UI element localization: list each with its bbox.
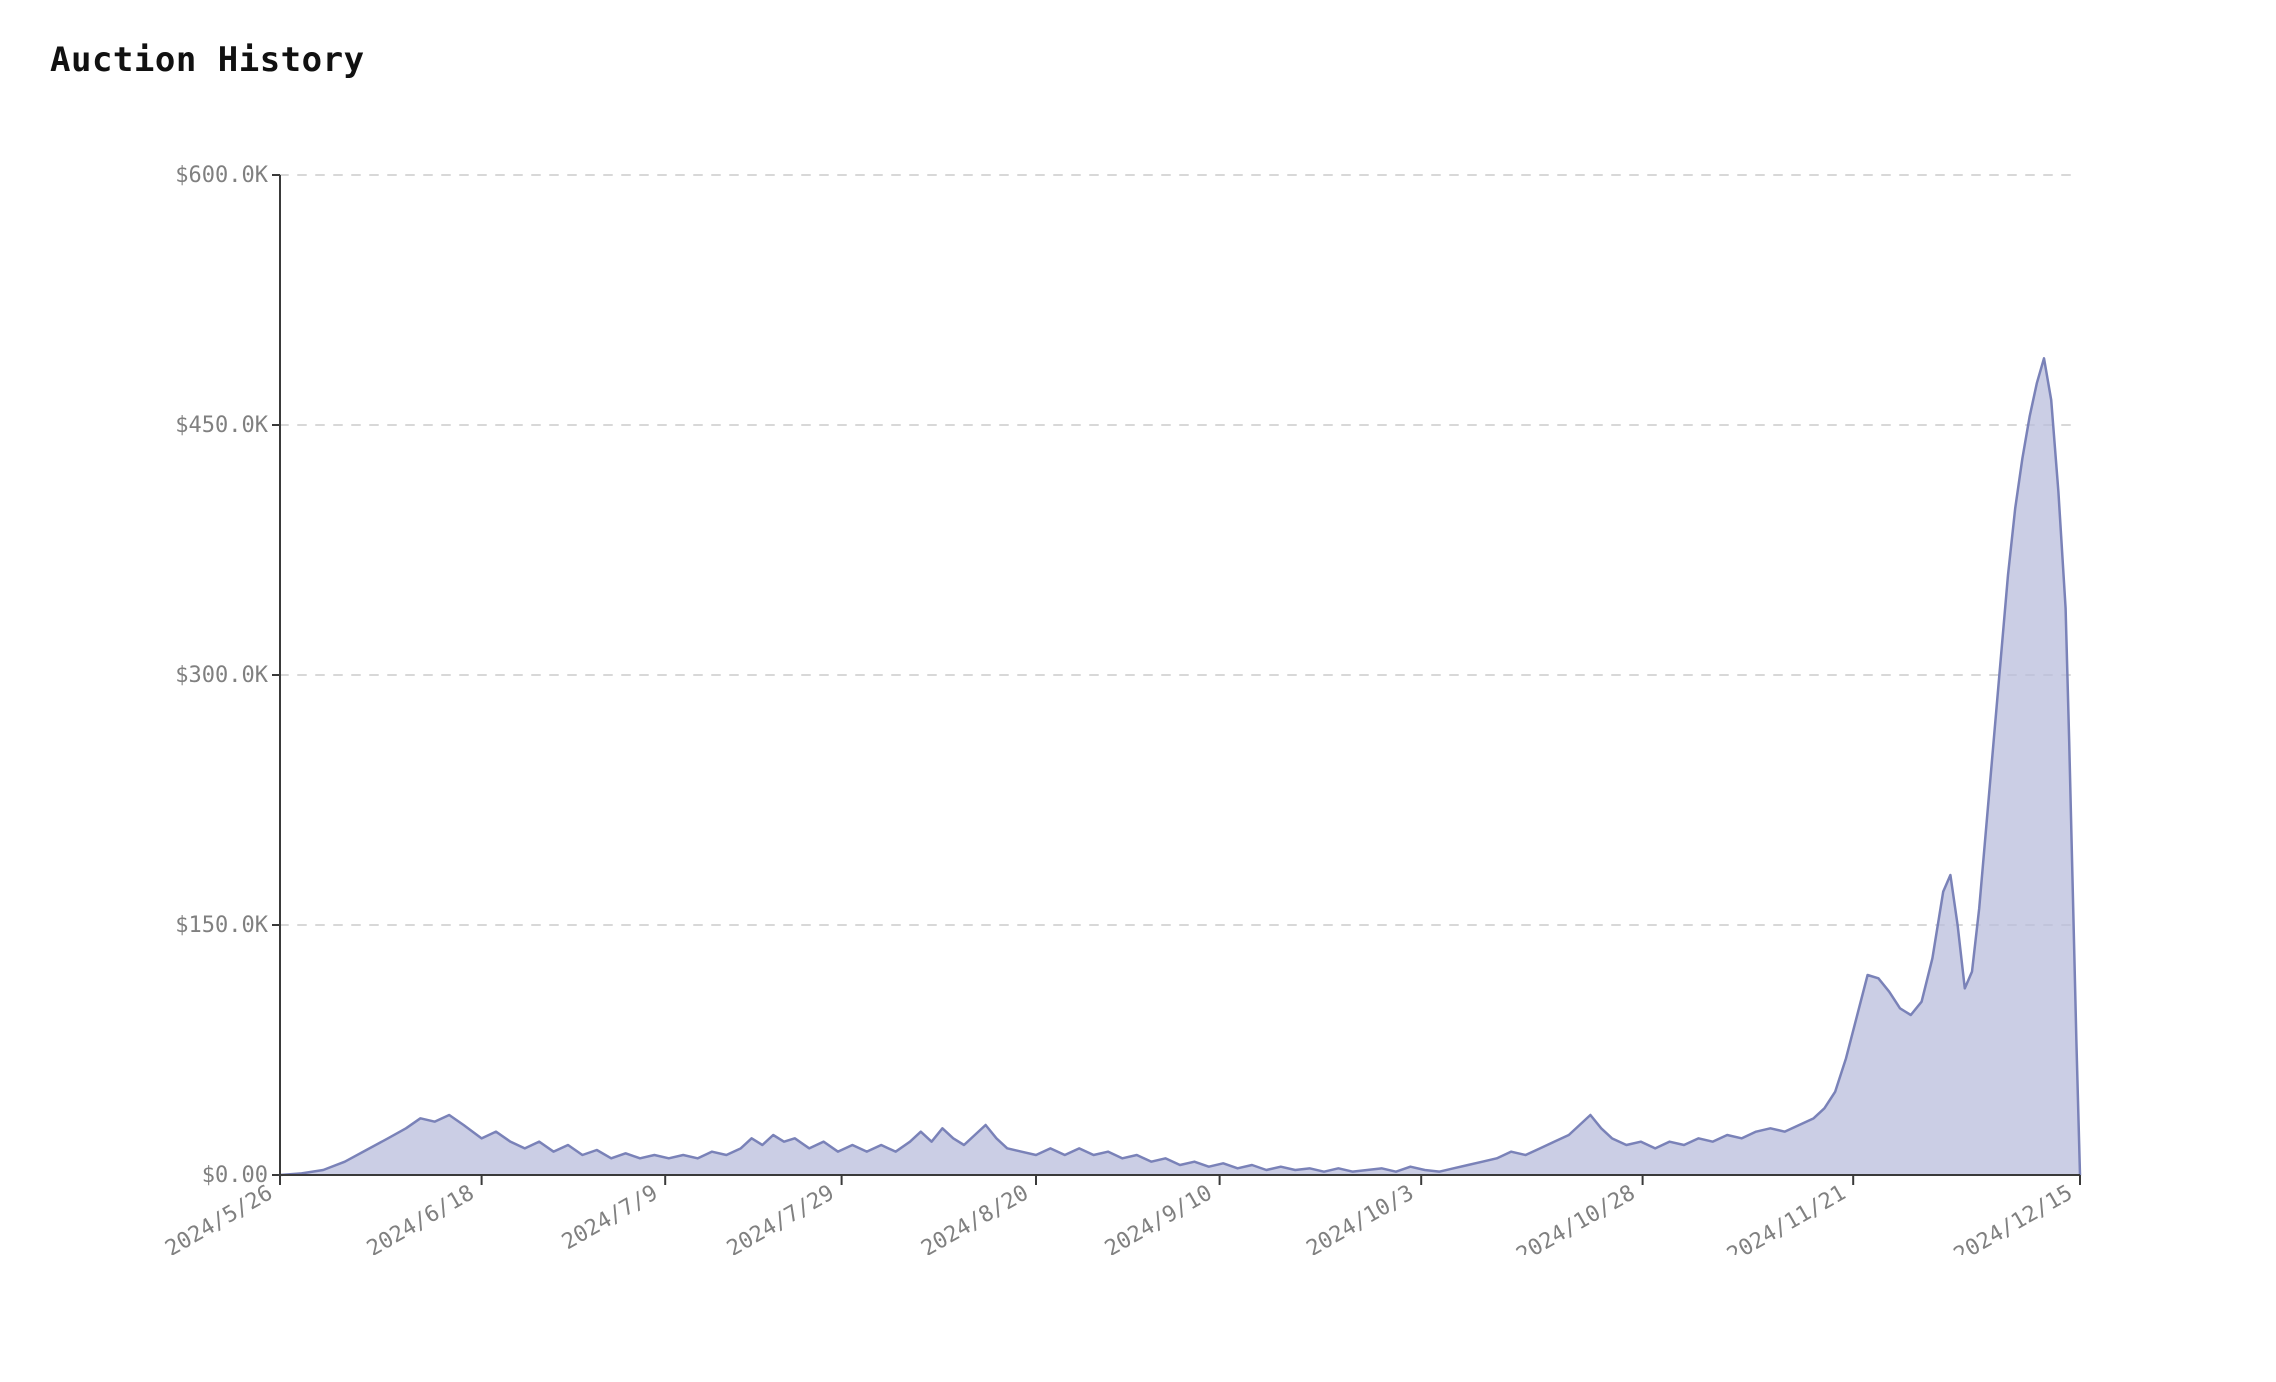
x-tick-label: 2024/11/21 [1723, 1181, 1850, 1255]
x-tick-label: 2024/9/10 [1101, 1181, 1217, 1255]
chart-title: Auction History [50, 40, 2226, 80]
y-tick-label: $450.0K [175, 413, 268, 438]
y-tick-label: $600.0K [175, 163, 268, 188]
x-tick-label: 2024/6/18 [363, 1181, 479, 1255]
x-tick-label: 2024/12/15 [1950, 1181, 2077, 1255]
x-tick-label: 2024/7/29 [723, 1181, 839, 1255]
x-tick-label: 2024/10/28 [1512, 1181, 1639, 1255]
auction-history-chart: $0.00$150.0K$300.0K$450.0K$600.0K2024/5/… [120, 155, 2170, 1255]
x-tick-label: 2024/5/26 [161, 1181, 277, 1255]
y-tick-label: $300.0K [175, 663, 268, 688]
x-tick-label: 2024/7/9 [558, 1181, 662, 1255]
x-tick-label: 2024/8/20 [917, 1181, 1033, 1255]
x-tick-label: 2024/10/3 [1302, 1181, 1418, 1255]
y-tick-label: $150.0K [175, 913, 268, 938]
